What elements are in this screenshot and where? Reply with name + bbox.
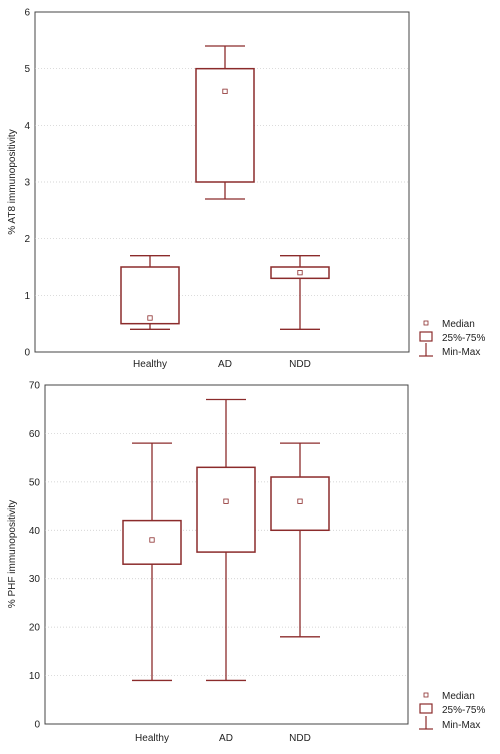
y-tick-label: 20 [29, 623, 41, 634]
median-legend-marker [423, 692, 429, 698]
y-tick-labels: 0 1 2 3 4 5 6 [24, 8, 30, 359]
quartile-box [196, 466, 256, 553]
category-labels: Healthy AD NDD [135, 733, 311, 744]
y-tick-labels: 0 10 20 30 40 50 60 70 [29, 381, 41, 731]
category-label: Healthy [135, 733, 169, 744]
y-tick-label: 70 [29, 381, 41, 392]
box-ad [196, 398, 256, 682]
box-ndd [270, 442, 330, 638]
at8-boxplot-panel: 0 1 2 3 4 5 6 Healthy AD NDD % AT8 immunopositiv… [7, 8, 485, 371]
legend: Median 25%-75% Min-Max [419, 691, 485, 731]
y-tick-label: 30 [29, 574, 41, 585]
y-tick-label: 4 [24, 121, 30, 132]
range-legend-marker [419, 343, 433, 357]
median-marker [222, 88, 228, 94]
y-tick-label: 10 [29, 671, 41, 682]
category-label: NDD [289, 359, 311, 370]
grid-lines [45, 433, 408, 676]
legend-quartiles-label: 25%-75% [442, 705, 485, 716]
legend-quartiles-label: 25%-75% [442, 333, 485, 344]
y-tick-label: 60 [29, 429, 41, 440]
box-ndd [270, 255, 330, 330]
y-axis-title: % PHF immunopositivity [7, 500, 18, 608]
quartile-box [120, 266, 180, 325]
boxes [120, 45, 330, 330]
range-legend-marker [419, 716, 433, 730]
category-labels: Healthy AD NDD [133, 359, 311, 370]
legend: Median 25%-75% Min-Max [419, 319, 485, 358]
median-legend-marker [423, 320, 429, 326]
legend-range-label: Min-Max [442, 720, 480, 731]
box-healthy [120, 255, 180, 330]
median-marker [223, 498, 229, 504]
median-marker [297, 270, 303, 276]
category-label: AD [218, 359, 232, 370]
y-tick-label: 6 [24, 8, 30, 19]
y-tick-label: 40 [29, 526, 41, 537]
median-marker [149, 537, 155, 543]
y-tick-label: 3 [24, 178, 30, 189]
legend-range-label: Min-Max [442, 347, 480, 358]
category-label: NDD [289, 733, 311, 744]
category-label: Healthy [133, 359, 167, 370]
box-healthy [122, 442, 182, 682]
legend-median-label: Median [442, 691, 475, 702]
legend-median-label: Median [442, 319, 475, 330]
median-marker [297, 498, 303, 504]
median-marker [147, 315, 153, 321]
y-tick-label: 1 [24, 291, 30, 302]
y-tick-label: 2 [24, 234, 30, 245]
y-tick-label: 5 [24, 64, 30, 75]
boxes [122, 398, 330, 682]
y-tick-label: 0 [24, 348, 30, 359]
phf-boxplot-panel: 0 10 20 30 40 50 60 70 Healthy AD NDD % PHF immun… [7, 381, 485, 745]
quartile-box [195, 67, 255, 183]
y-axis-title: % AT8 immunopositivity [7, 129, 18, 234]
category-label: AD [219, 733, 233, 744]
y-tick-label: 0 [34, 720, 40, 731]
box-ad [195, 45, 255, 200]
y-tick-label: 50 [29, 477, 41, 488]
quartile-legend-marker [419, 331, 433, 342]
quartile-legend-marker [419, 703, 433, 714]
plot-frame [44, 384, 409, 725]
